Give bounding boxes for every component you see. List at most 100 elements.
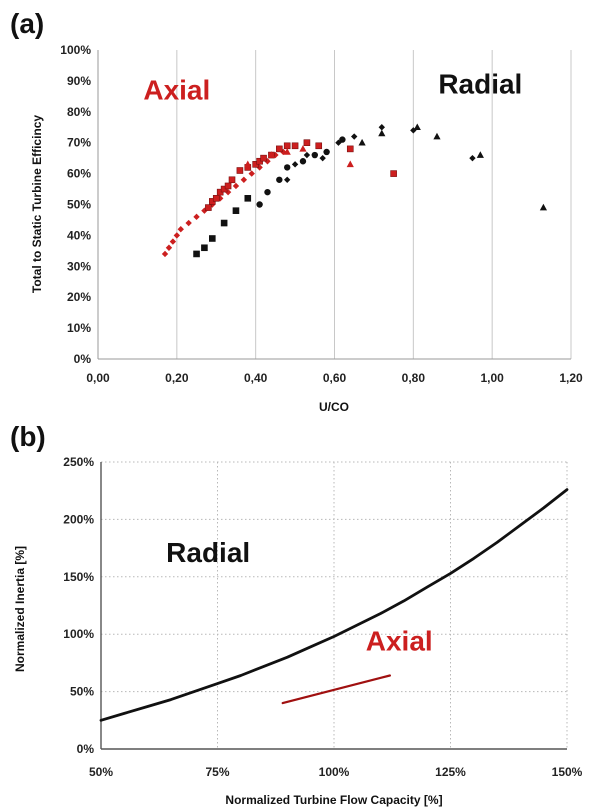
- panel-b-gridlines: [100, 461, 568, 750]
- panel-a-point-axial-square: [236, 167, 244, 174]
- panel-a-point-axial-triangle: [244, 160, 252, 168]
- panel-b-y-tick-label: 0%: [77, 742, 95, 756]
- panel-b-y-tick-label: 150%: [63, 570, 94, 584]
- panel-a-point-axial-square: [303, 139, 311, 146]
- panel-a-label: (a): [10, 8, 44, 39]
- panel-a-point-axial-diamond: [272, 151, 279, 159]
- panel-a-annotation-axial: Axial: [143, 74, 210, 105]
- panel-a-x-tick-labels: 0,00 0,20 0,40 0,60 0,80 1,00 1,20: [86, 371, 583, 385]
- panel-a-point-radial-circle: [299, 158, 307, 165]
- panel-a-y-axis-title: Total to Static Turbine Efficincy: [30, 115, 44, 294]
- panel-a-y-tick-label: 60%: [67, 167, 91, 181]
- panel-a-point-axial-triangle: [299, 145, 307, 152]
- panel-a-annotation-radial: Radial: [438, 68, 522, 99]
- panel-a-point-radial-diamond: [303, 151, 311, 159]
- panel-b-x-tick-label: 150%: [552, 765, 583, 779]
- panel-a-y-tick-label: 20%: [67, 290, 91, 304]
- panel-a-point-axial-square: [212, 195, 220, 202]
- panel-a-gridlines: [176, 50, 572, 359]
- panel-b-line-radial: [99, 488, 569, 722]
- panel-a-point-axial-diamond: [248, 170, 255, 177]
- panel-b-x-tick-label: 50%: [89, 765, 113, 779]
- panel-a-point-axial-square: [283, 142, 291, 150]
- panel-a-point-axial-square: [276, 145, 283, 153]
- panel-a-x-tick-label: 1,20: [559, 371, 583, 385]
- panel-b-y-tick-labels: 0% 50% 100% 150% 200% 250%: [63, 455, 94, 756]
- panel-a-point-axial-triangle: [346, 160, 354, 168]
- panel-a-point-radial-circle: [264, 188, 271, 196]
- panel-b-y-tick-label: 200%: [63, 512, 94, 526]
- panel-a: (a) 0% 10% 20% 30% 40% 50% 60% 70% 80% 90% 100% 0,…: [10, 8, 583, 414]
- panel-a-y-tick-label: 50%: [67, 198, 91, 212]
- panel-a-y-tick-labels: 0% 10% 20% 30% 40% 50% 60% 70% 80% 90% 100%: [60, 43, 91, 366]
- panel-a-point-axial-diamond: [165, 244, 173, 251]
- panel-a-y-tick-label: 10%: [67, 321, 91, 335]
- panel-a-point-axial-diamond: [173, 232, 181, 239]
- panel-a-point-radial-diamond: [469, 154, 476, 162]
- panel-a-point-axial-square: [205, 204, 212, 211]
- panel-a-point-axial-diamond: [240, 176, 248, 183]
- panel-a-y-tick-label: 80%: [67, 105, 91, 119]
- panel-a-x-tick-label: 0,20: [165, 371, 189, 385]
- panel-a-point-radial-circle: [339, 136, 346, 143]
- panel-a-point-axial-diamond: [232, 182, 240, 190]
- panel-b-x-tick-label: 125%: [435, 765, 466, 779]
- panel-a-x-tick-label: 0,40: [244, 371, 268, 385]
- panel-a-axes: [97, 50, 571, 360]
- panel-a-point-axial-square: [390, 170, 397, 177]
- panel-b: (b) 0% 50% 100% 150% 200% 250% 50% 75% 100% 125%…: [10, 421, 583, 807]
- panel-a-x-tick-label: 1,00: [480, 371, 504, 385]
- panel-a-point-axial-triangle: [283, 148, 291, 155]
- panel-a-point-axial-diamond: [161, 250, 169, 258]
- panel-a-point-radial-triangle: [358, 138, 366, 146]
- panel-b-y-axis-title: Normalized Inertia [%]: [13, 546, 27, 672]
- panel-a-point-axial-square: [224, 182, 232, 190]
- panel-b-series: [99, 488, 569, 722]
- panel-a-point-radial-diamond: [378, 124, 385, 131]
- panel-b-annotation-axial: Axial: [366, 625, 433, 656]
- panel-a-point-radial-triangle: [476, 151, 484, 158]
- panel-b-x-tick-labels: 50% 75% 100% 125% 150%: [89, 765, 583, 779]
- panel-b-x-tick-label: 75%: [205, 765, 229, 779]
- panel-a-point-axial-square: [346, 145, 354, 153]
- panel-a-point-axial-diamond: [193, 213, 200, 221]
- panel-a-point-radial-triangle: [413, 123, 421, 131]
- panel-a-point-axial-diamond: [280, 148, 287, 156]
- panel-a-point-axial-square: [315, 142, 323, 150]
- panel-a-point-radial-triangle: [433, 132, 441, 140]
- panel-a-y-tick-label: 30%: [67, 259, 91, 273]
- panel-a-point-axial-square: [260, 154, 267, 162]
- panel-a-point-radial-square: [193, 250, 200, 258]
- panel-a-point-radial-square: [209, 235, 216, 242]
- panel-b-axes: [100, 462, 567, 750]
- panel-a-y-tick-label: 40%: [67, 228, 91, 242]
- panel-a-point-radial-diamond: [335, 139, 342, 146]
- panel-a-point-axial-diamond: [185, 219, 192, 227]
- panel-b-line-axial: [281, 674, 391, 705]
- panel-a-y-tick-label: 90%: [67, 74, 91, 88]
- panel-a-point-axial-square: [228, 176, 236, 184]
- panel-a-point-radial-diamond: [291, 161, 299, 168]
- panel-a-point-radial-circle: [284, 164, 291, 171]
- panel-a-point-radial-circle: [276, 176, 283, 183]
- panel-a-y-tick-label: 100%: [60, 43, 91, 57]
- panel-b-x-axis-title: Normalized Turbine Flow Capacity [%]: [225, 793, 442, 807]
- panel-a-point-axial-diamond: [169, 238, 177, 245]
- panel-a-point-radial-triangle: [378, 129, 386, 137]
- panel-a-x-tick-label: 0,00: [86, 371, 110, 385]
- panel-b-y-tick-label: 50%: [70, 685, 94, 699]
- panel-a-point-radial-triangle: [539, 203, 548, 211]
- panel-a-point-axial-square: [291, 142, 299, 150]
- panel-a-point-radial-diamond: [351, 133, 358, 140]
- panel-a-point-radial-diamond: [319, 154, 326, 162]
- panel-a-x-tick-label: 0,80: [402, 371, 426, 385]
- panel-a-point-radial-circle: [323, 148, 330, 156]
- panel-a-point-radial-square: [244, 195, 252, 202]
- panel-a-point-radial-square: [201, 244, 208, 252]
- panel-a-data-points: [161, 123, 548, 258]
- panel-a-point-axial-diamond: [177, 226, 184, 233]
- panel-a-point-radial-square: [232, 207, 240, 214]
- panel-a-x-axis-title: U/CO: [319, 400, 349, 414]
